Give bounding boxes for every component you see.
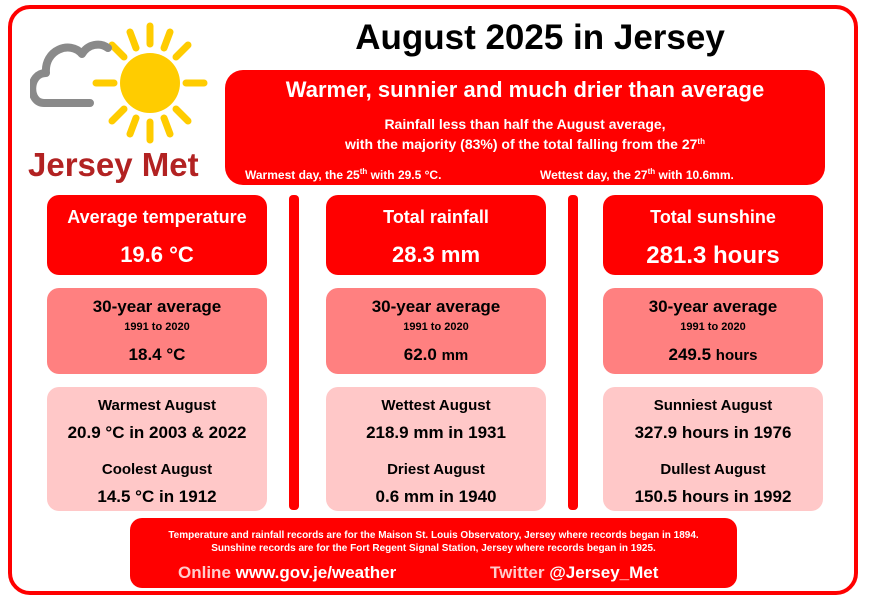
record-label: Sunniest August <box>653 397 773 414</box>
sunshine-records-card: Sunniest August 327.9 hours in 1976 Dull… <box>603 387 823 511</box>
footer-note: Temperature and rainfall records are for… <box>168 530 699 541</box>
page-title: August 2025 in Jersey <box>355 18 725 57</box>
column-divider <box>568 195 578 510</box>
average-period: 1991 to 2020 <box>403 321 469 333</box>
average-value: 62.0 mm <box>403 345 469 364</box>
record-label: Wettest August <box>381 397 491 414</box>
footer-notes: Temperature and rainfall records are for… <box>130 529 737 555</box>
footer-box <box>130 518 737 588</box>
average-value: 249.5 hours <box>668 345 758 364</box>
temperature-value: 19.6 °C <box>120 242 194 267</box>
average-period: 1991 to 2020 <box>124 321 190 333</box>
average-label: 30-year average <box>371 297 501 316</box>
warmest-day: Warmest day, the 25th with 29.5 °C. <box>245 167 442 182</box>
summary-line-2: with the majority (83%) of the total fal… <box>345 136 705 152</box>
temperature-label: Average temperature <box>67 207 247 227</box>
average-period: 1991 to 2020 <box>680 321 746 333</box>
summary-text: Rainfall less than half the August avera… <box>225 115 825 153</box>
rainfall-card: Total rainfall 28.3 mm <box>326 195 546 275</box>
footer-note: Sunshine records are for the Fort Regent… <box>211 543 656 554</box>
temperature-average-card: 30-year average 1991 to 2020 18.4 °C <box>47 288 267 374</box>
temperature-card: Average temperature 19.6 °C <box>47 195 267 275</box>
column-divider <box>289 195 299 510</box>
sunshine-value: 281.3 hours <box>646 242 780 269</box>
record-label: Warmest August <box>97 397 217 414</box>
record-label: Coolest August <box>101 461 213 478</box>
record-value: 0.6 mm in 1940 <box>375 487 497 506</box>
rainfall-value: 28.3 mm <box>391 242 481 267</box>
twitter-link[interactable]: Twitter @Jersey_Met <box>490 563 659 582</box>
average-label: 30-year average <box>648 297 778 316</box>
sunshine-label: Total sunshine <box>650 207 776 227</box>
record-label: Dullest August <box>660 461 766 478</box>
headline: Warmer, sunnier and much drier than aver… <box>285 77 765 102</box>
average-value: 18.4 °C <box>128 345 186 364</box>
record-label: Driest August <box>387 461 485 478</box>
record-value: 20.9 °C in 2003 & 2022 <box>67 423 247 442</box>
online-link[interactable]: Online www.gov.je/weather <box>178 563 397 582</box>
rainfall-records-card: Wettest August 218.9 mm in 1931 Driest A… <box>326 387 546 511</box>
cloud-sun-icon <box>30 22 208 144</box>
rainfall-label: Total rainfall <box>383 207 489 227</box>
record-value: 150.5 hours in 1992 <box>634 487 792 506</box>
sunshine-card: Total sunshine 281.3 hours <box>603 195 823 275</box>
wettest-day: Wettest day, the 27th with 10.6mm. <box>540 167 734 182</box>
record-value: 327.9 hours in 1976 <box>634 423 792 442</box>
summary-line-1: Rainfall less than half the August avera… <box>384 116 666 132</box>
logo-text: Jersey Met <box>28 146 199 183</box>
headline-box <box>225 70 825 185</box>
record-value: 218.9 mm in 1931 <box>366 423 506 442</box>
sunshine-average-card: 30-year average 1991 to 2020 249.5 hours <box>603 288 823 374</box>
record-value: 14.5 °C in 1912 <box>97 487 217 506</box>
rainfall-average-card: 30-year average 1991 to 2020 62.0 mm <box>326 288 546 374</box>
temperature-records-card: Warmest August 20.9 °C in 2003 & 2022 Co… <box>47 387 267 511</box>
average-label: 30-year average <box>92 297 222 316</box>
